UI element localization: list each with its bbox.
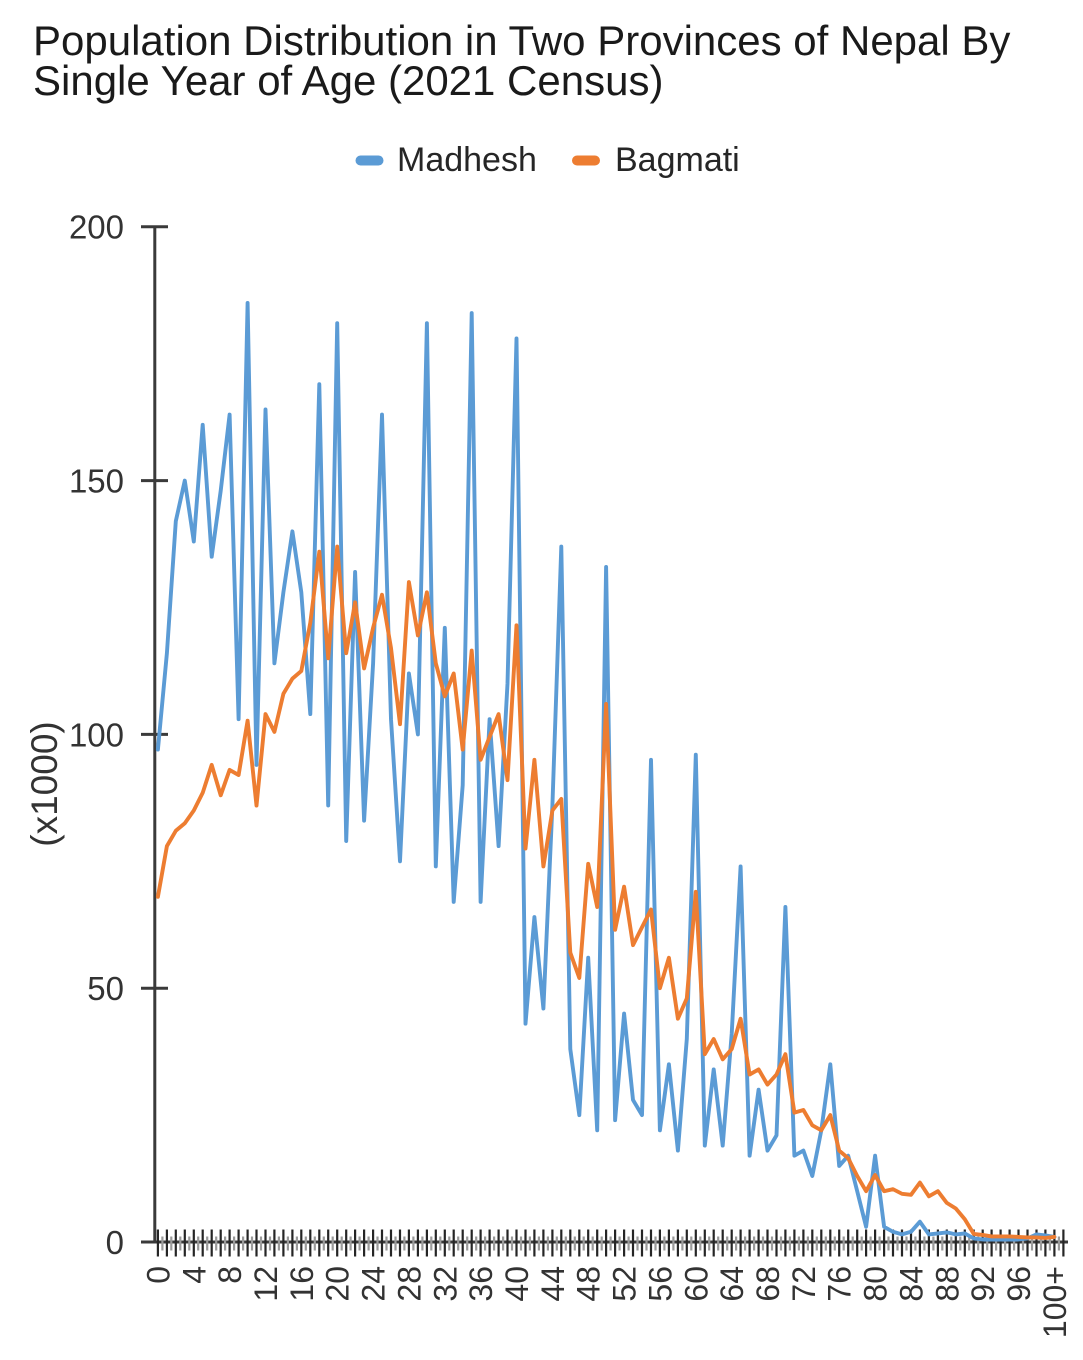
svg-text:24: 24 — [356, 1266, 392, 1302]
svg-text:28: 28 — [391, 1266, 427, 1302]
svg-text:52: 52 — [607, 1266, 643, 1302]
svg-text:Single Year of Age (2021 Censu: Single Year of Age (2021 Census) — [33, 57, 663, 104]
svg-text:84: 84 — [894, 1266, 930, 1302]
svg-text:72: 72 — [786, 1266, 822, 1302]
svg-text:100+: 100+ — [1037, 1266, 1073, 1338]
svg-text:20: 20 — [320, 1266, 356, 1302]
svg-text:80: 80 — [858, 1266, 894, 1302]
svg-text:100: 100 — [69, 716, 124, 753]
svg-text:92: 92 — [965, 1266, 1001, 1302]
svg-text:0: 0 — [140, 1266, 176, 1284]
svg-text:36: 36 — [463, 1266, 499, 1302]
svg-text:68: 68 — [750, 1266, 786, 1302]
svg-text:56: 56 — [642, 1266, 678, 1302]
svg-text:32: 32 — [427, 1266, 463, 1302]
svg-text:40: 40 — [499, 1266, 535, 1302]
svg-text:0: 0 — [106, 1224, 124, 1261]
svg-text:44: 44 — [535, 1266, 571, 1302]
svg-text:Madhesh: Madhesh — [397, 141, 537, 179]
svg-text:150: 150 — [69, 462, 124, 499]
svg-text:96: 96 — [1001, 1266, 1037, 1302]
svg-text:8: 8 — [212, 1266, 248, 1284]
svg-text:76: 76 — [822, 1266, 858, 1302]
svg-text:4: 4 — [176, 1266, 212, 1284]
svg-text:60: 60 — [678, 1266, 714, 1302]
svg-text:88: 88 — [929, 1266, 965, 1302]
svg-text:12: 12 — [248, 1266, 284, 1302]
svg-text:48: 48 — [571, 1266, 607, 1302]
svg-text:Population Distribution in Two: Population Distribution in Two Provinces… — [33, 17, 1010, 64]
svg-text:50: 50 — [87, 970, 124, 1007]
svg-text:(x1000): (x1000) — [24, 721, 65, 846]
svg-text:Bagmati: Bagmati — [615, 141, 740, 179]
svg-text:200: 200 — [69, 209, 124, 246]
svg-text:64: 64 — [714, 1266, 750, 1302]
svg-text:16: 16 — [284, 1266, 320, 1302]
